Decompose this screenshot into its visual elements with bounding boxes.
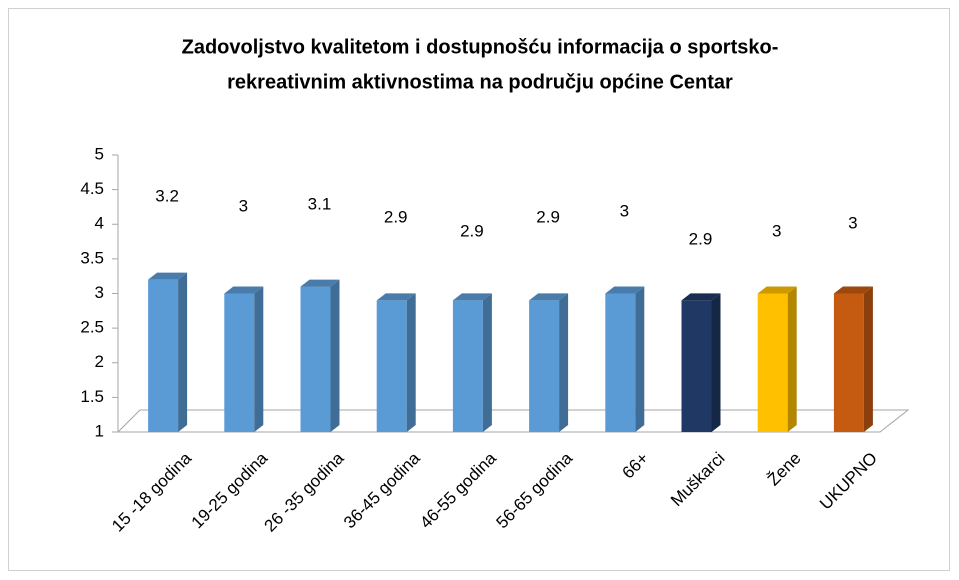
value-label: 2.9: [689, 229, 713, 248]
chart-title: Zadovoljstvo kvalitetom i dostupnošću in…: [182, 36, 779, 58]
value-label: 3: [239, 196, 248, 215]
bar: [376, 293, 416, 432]
bar-top: [148, 272, 188, 280]
y-tick-label: 1: [95, 421, 104, 440]
bar-side: [482, 293, 492, 432]
value-label: 2.9: [460, 221, 484, 240]
y-tick-label: 4.5: [80, 179, 104, 198]
bar: [529, 293, 569, 432]
bar-front: [605, 293, 636, 432]
bar-side: [787, 286, 797, 432]
bar-top: [224, 286, 264, 294]
bar-top: [605, 286, 645, 294]
value-label: 2.9: [536, 207, 560, 226]
bar-front: [300, 286, 331, 432]
bar-top: [757, 286, 797, 294]
value-label: 3: [848, 213, 857, 232]
bar: [148, 272, 188, 432]
bar-front: [529, 300, 560, 432]
y-tick-label: 3.5: [80, 248, 104, 267]
bar: [681, 293, 721, 432]
bar-side: [254, 286, 264, 432]
y-tick-label: 2: [95, 352, 104, 371]
y-tick-label: 5: [95, 144, 104, 163]
bar-side: [178, 272, 188, 432]
value-label: 3: [772, 221, 781, 240]
bar-front: [148, 279, 179, 432]
bar-top: [529, 293, 569, 301]
bar-top: [681, 293, 721, 301]
bar-front: [452, 300, 483, 432]
bar: [605, 286, 645, 432]
bar-side: [559, 293, 569, 432]
bar-top: [833, 286, 873, 294]
value-label: 3: [620, 201, 629, 220]
value-label: 2.9: [384, 207, 408, 226]
bar: [224, 286, 264, 432]
y-tick-label: 4: [95, 214, 104, 233]
bar-top: [300, 279, 340, 287]
value-label: 3.2: [155, 186, 179, 205]
bar-side: [635, 286, 645, 432]
bar-side: [330, 279, 340, 432]
bar-side: [711, 293, 721, 432]
bar: [757, 286, 797, 432]
y-tick-label: 3: [95, 283, 104, 302]
y-tick-label: 1.5: [80, 387, 104, 406]
bar-front: [833, 293, 864, 432]
bar-top: [376, 293, 416, 301]
value-label: 3.1: [308, 194, 332, 213]
bar-side: [863, 286, 873, 432]
chart-title: rekreativnim aktivnostima na području op…: [227, 71, 733, 93]
bar: [300, 279, 340, 432]
bar-front: [224, 293, 255, 432]
bar: [833, 286, 873, 432]
bar-front: [376, 300, 407, 432]
bar-side: [406, 293, 416, 432]
bar-front: [757, 293, 788, 432]
bar-front: [681, 300, 712, 432]
y-tick-label: 2.5: [80, 318, 104, 337]
bar: [452, 293, 492, 432]
bar-top: [452, 293, 492, 301]
